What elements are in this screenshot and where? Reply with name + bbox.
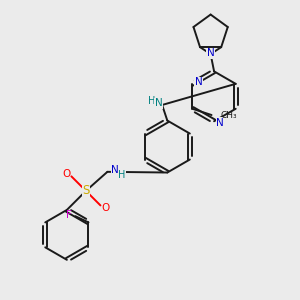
Text: N: N (195, 77, 203, 88)
Text: F: F (66, 211, 72, 220)
Text: H: H (118, 169, 126, 180)
Text: CH₃: CH₃ (220, 110, 237, 119)
Text: N: N (155, 98, 163, 108)
Text: O: O (62, 169, 70, 178)
Text: H: H (148, 96, 155, 106)
Text: N: N (111, 165, 119, 175)
Text: S: S (82, 184, 90, 197)
Text: N: N (207, 48, 214, 59)
Text: O: O (101, 203, 110, 213)
Text: N: N (216, 118, 224, 128)
